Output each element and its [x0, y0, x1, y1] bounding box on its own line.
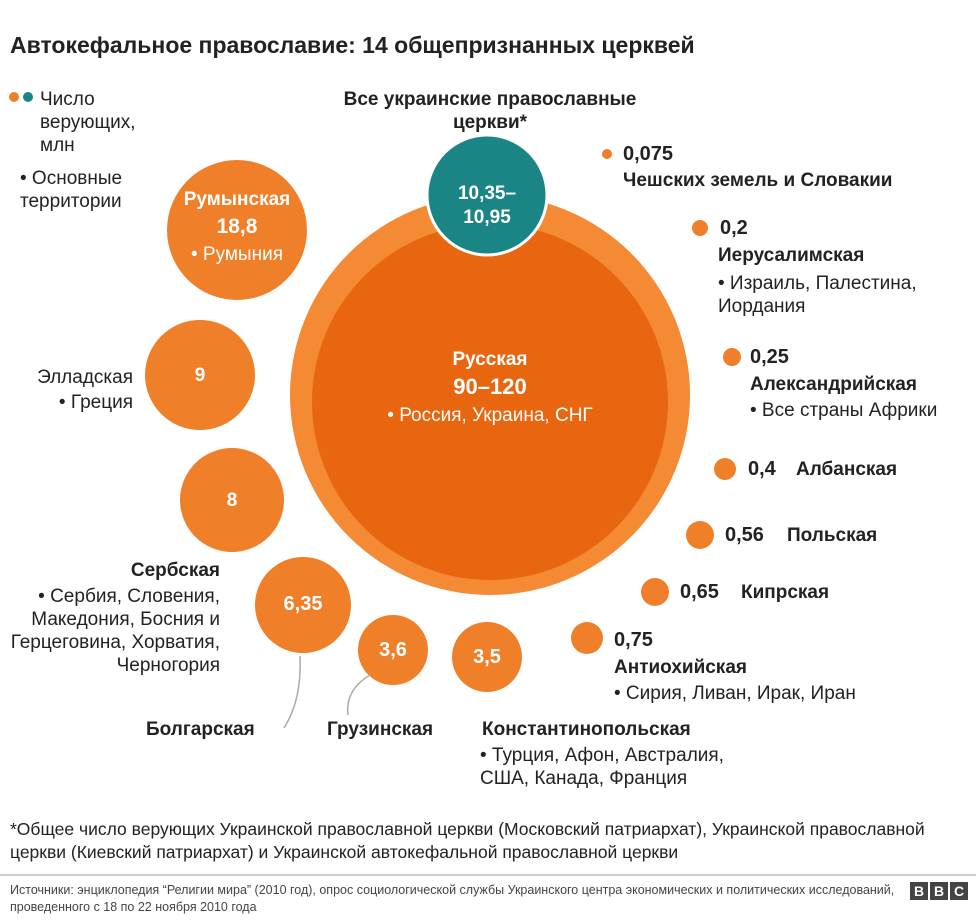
bubble [686, 521, 714, 549]
legend-territories: • Основные территории [20, 168, 123, 212]
bubble [692, 220, 708, 236]
bubble [358, 615, 428, 685]
bubble [255, 557, 351, 653]
bubble [602, 149, 612, 159]
value: 8 [226, 490, 238, 511]
label: Сербская [130, 560, 220, 581]
label: Антиохийская [614, 657, 747, 678]
value: 0,075 [623, 143, 674, 165]
logo-letter: B [930, 882, 948, 900]
value: 3,5 [473, 646, 501, 668]
territories: • Все страны Африки [750, 400, 938, 421]
footnote: *Общее число верующих Украинской правосл… [10, 819, 925, 862]
label: Грузинская [327, 719, 434, 740]
label: Румынская [183, 189, 291, 210]
value: 0,56 [725, 524, 764, 546]
label: Чешских земель и Словакии [623, 170, 893, 191]
bubble [723, 348, 741, 366]
bubble-russian [312, 224, 668, 580]
bubble [180, 448, 284, 552]
label: Албанская [796, 459, 898, 480]
territories: • Израиль, Палестина, Иордания [718, 273, 917, 317]
value: 0,75 [614, 629, 653, 651]
legend-dot [23, 92, 33, 102]
bubble [452, 622, 522, 692]
connector [346, 674, 371, 716]
value: 10,35–10,95 [457, 183, 517, 228]
bubble [145, 320, 255, 430]
title: Автокефальное православие: 14 общепризна… [10, 32, 695, 58]
logo-letter: B [910, 882, 928, 900]
label: Болгарская [146, 719, 255, 740]
label: Александрийская [750, 374, 917, 395]
territories: • Греция [58, 392, 133, 413]
label: Константинопольская [482, 719, 691, 740]
label: Кипрская [741, 582, 830, 603]
logo-letter: C [950, 882, 968, 900]
bubble [641, 578, 669, 606]
value: 90–120 [453, 374, 527, 399]
territories: • Сирия, Ливан, Ирак, Иран [614, 683, 856, 704]
value: 0,4 [748, 458, 776, 480]
value: 0,65 [680, 581, 719, 603]
value: 18,8 [216, 215, 258, 238]
label: Элладская [37, 367, 133, 388]
bubble [167, 160, 307, 300]
value: 9 [194, 365, 206, 386]
label: Иерусалимская [718, 245, 865, 266]
label: Русская [452, 349, 528, 370]
territories: • Турция, Афон, Австралия, США, Канада, … [480, 745, 724, 789]
label: Польская [787, 525, 878, 546]
legend-count: Число верующих, млн [40, 89, 136, 156]
territories: • Румыния [190, 244, 283, 265]
bubble [714, 458, 736, 480]
bubble-ukraine [425, 133, 549, 257]
source: Источники: энциклопедия “Религии мира” (… [10, 883, 895, 914]
label: Все украинские православные церкви* [343, 89, 637, 133]
territories: • Сербия, Словения, Македония, Босния и … [10, 586, 220, 676]
territories: • Россия, Украина, СНГ [387, 405, 593, 426]
value: 3,6 [379, 639, 407, 661]
legend-dot [9, 92, 19, 102]
connector [283, 655, 301, 729]
value: 0,2 [720, 217, 748, 239]
value: 6,35 [283, 593, 323, 615]
bubble [571, 622, 603, 654]
value: 0,25 [750, 346, 789, 368]
